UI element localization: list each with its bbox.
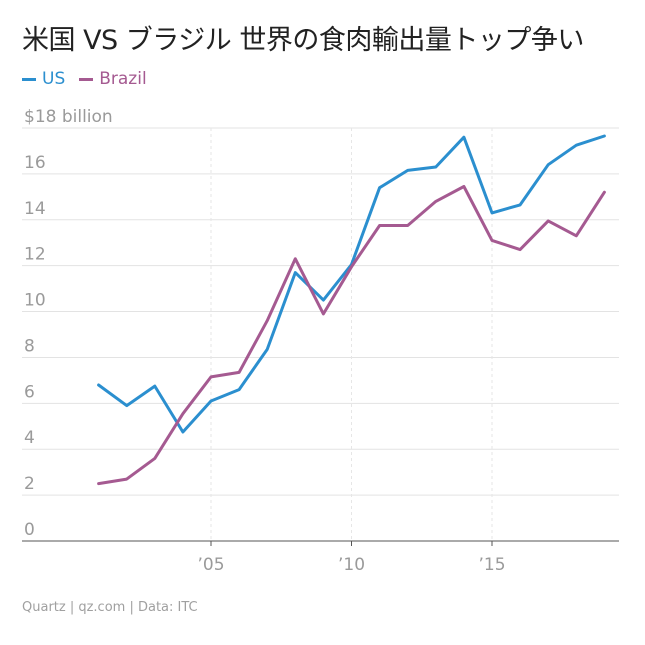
y-tick-label: 0 bbox=[24, 520, 35, 540]
x-tick-label: ’05 bbox=[197, 555, 224, 575]
legend-swatch-brazil bbox=[79, 77, 94, 81]
legend: US Brazil bbox=[22, 68, 161, 90]
y-tick-label: 12 bbox=[24, 245, 46, 265]
y-tick-label: 14 bbox=[24, 199, 46, 219]
legend-label-us: US bbox=[42, 69, 66, 89]
source-footer: Quartz | qz.com | Data: ITC bbox=[22, 600, 198, 615]
legend-item-us: US bbox=[22, 69, 65, 89]
y-tick-label: 4 bbox=[24, 428, 35, 448]
x-tick-label: ’10 bbox=[338, 555, 365, 575]
chart-title: 米国 VS ブラジル 世界の食肉輸出量トップ争い bbox=[22, 25, 584, 56]
x-tick-label: ’15 bbox=[478, 555, 505, 575]
series-line-brazil bbox=[97, 185, 606, 486]
y-tick-label: $18 billion bbox=[24, 107, 113, 127]
legend-item-brazil: Brazil bbox=[79, 69, 147, 89]
y-tick-label: 16 bbox=[24, 153, 46, 173]
y-tick-label: 8 bbox=[24, 336, 35, 356]
legend-swatch-us bbox=[22, 77, 36, 81]
y-tick-label: 6 bbox=[24, 382, 35, 402]
y-tick-label: 2 bbox=[24, 474, 35, 494]
y-tick-label: 10 bbox=[24, 291, 46, 311]
legend-label-brazil: Brazil bbox=[99, 69, 147, 89]
